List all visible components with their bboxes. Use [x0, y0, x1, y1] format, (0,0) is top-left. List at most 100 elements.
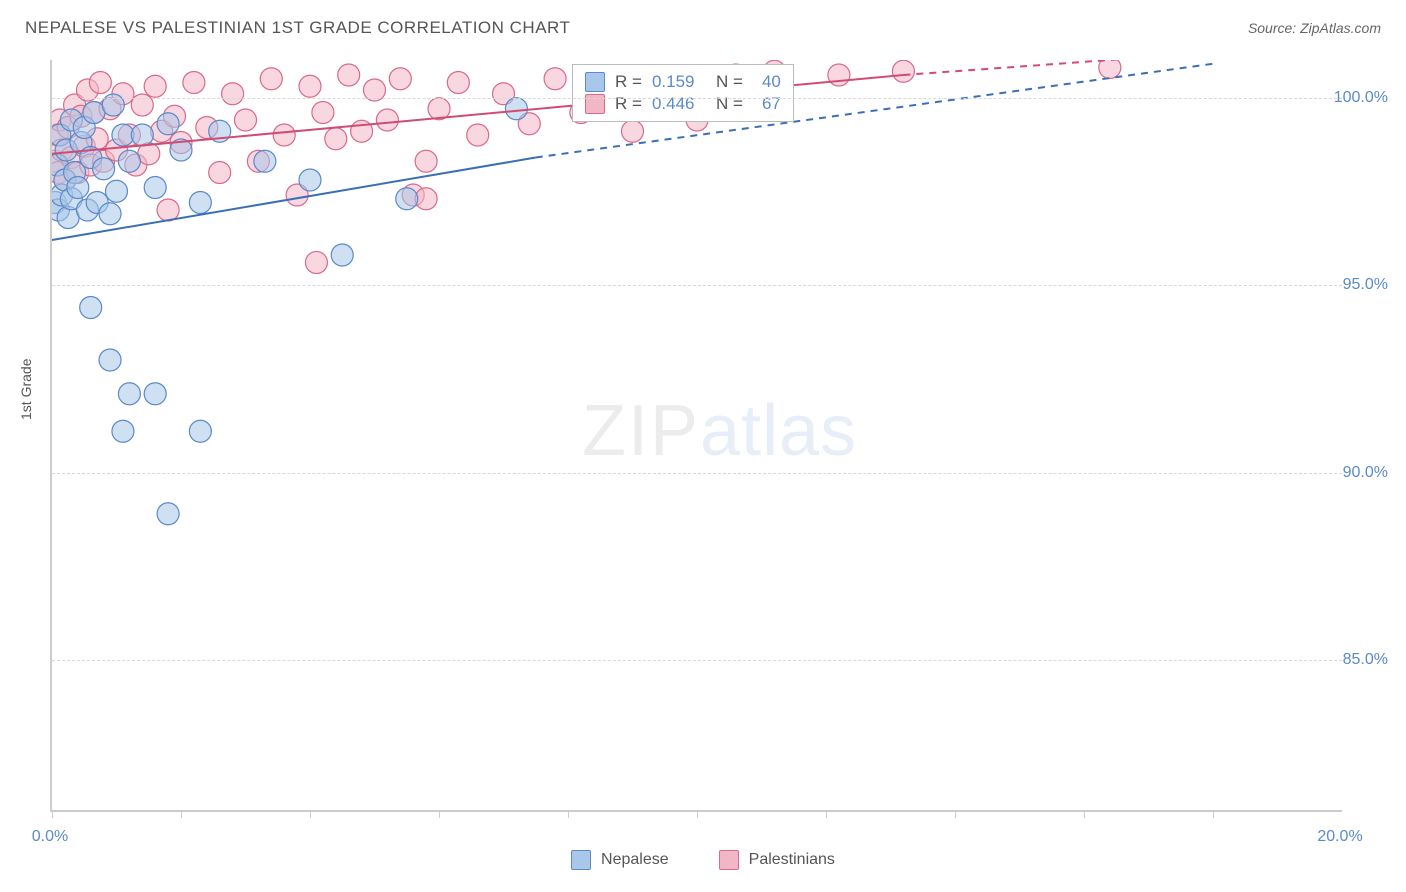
stats-row-palestinians: R = 0.446 N = 67 [585, 93, 781, 115]
data-point-nepalese [67, 177, 89, 199]
watermark-atlas: atlas [700, 391, 857, 471]
data-point-palestinians [73, 135, 95, 157]
legend-swatch-nepalese [571, 850, 591, 870]
stat-r-label: R = [615, 72, 642, 92]
data-point-palestinians [235, 109, 257, 131]
gridline-h [52, 473, 1342, 474]
data-point-nepalese [331, 244, 353, 266]
data-point-palestinians [402, 184, 424, 206]
data-point-palestinians [325, 128, 347, 150]
stat-n-value: 40 [753, 72, 781, 92]
legend-item-nepalese: Nepalese [571, 850, 669, 870]
stats-row-nepalese: R = 0.159 N = 40 [585, 71, 781, 93]
data-point-palestinians [54, 169, 76, 191]
gridline-h [52, 98, 1342, 99]
watermark-zip: ZIP [582, 391, 700, 471]
x-tick [697, 810, 698, 818]
data-point-palestinians [351, 120, 373, 142]
legend-label-nepalese: Nepalese [601, 851, 669, 869]
data-point-palestinians [196, 117, 218, 139]
data-point-palestinians [57, 117, 79, 139]
data-point-palestinians [493, 83, 515, 105]
y-axis-label: 1st Grade [18, 359, 34, 420]
data-point-nepalese [73, 117, 95, 139]
data-point-nepalese [76, 199, 98, 221]
x-tick-label-left: 0.0% [32, 828, 68, 846]
data-point-palestinians [447, 72, 469, 94]
data-point-palestinians [428, 98, 450, 120]
plot-area: ZIPatlas R = 0.159 N = 40 R = 0.446 N = … [50, 60, 1342, 812]
x-tick [568, 810, 569, 818]
data-point-palestinians [286, 184, 308, 206]
data-point-nepalese [144, 177, 166, 199]
data-point-nepalese [86, 192, 108, 214]
trend-line-nepalese [52, 158, 536, 241]
data-point-nepalese [170, 139, 192, 161]
data-point-palestinians [125, 154, 147, 176]
data-point-palestinians [376, 109, 398, 131]
data-point-palestinians [222, 83, 244, 105]
data-point-palestinians [80, 154, 102, 176]
data-point-nepalese [112, 420, 134, 442]
watermark: ZIPatlas [582, 390, 857, 472]
data-point-nepalese [99, 349, 121, 371]
y-tick-label: 85.0% [1343, 651, 1388, 669]
data-point-palestinians [144, 75, 166, 97]
x-tick [955, 810, 956, 818]
y-tick-label: 95.0% [1343, 276, 1388, 294]
y-tick-label: 90.0% [1343, 464, 1388, 482]
data-point-palestinians [83, 102, 105, 124]
data-point-palestinians [60, 147, 82, 169]
data-point-palestinians [518, 113, 540, 135]
data-point-nepalese [112, 124, 134, 146]
data-point-palestinians [273, 124, 295, 146]
data-point-palestinians [52, 139, 73, 161]
data-point-nepalese [189, 420, 211, 442]
data-point-nepalese [93, 158, 115, 180]
data-point-nepalese [209, 120, 231, 142]
data-point-palestinians [305, 252, 327, 274]
data-point-palestinians [52, 162, 69, 184]
data-point-nepalese [189, 192, 211, 214]
trend-line-palestinians-dashed [903, 60, 1213, 75]
data-point-palestinians [112, 83, 134, 105]
data-point-palestinians [67, 162, 89, 184]
data-point-nepalese [299, 169, 321, 191]
data-point-nepalese [54, 169, 76, 191]
data-point-palestinians [299, 75, 321, 97]
data-point-nepalese [144, 383, 166, 405]
data-point-nepalese [60, 109, 82, 131]
data-point-palestinians [99, 98, 121, 120]
x-tick [310, 810, 311, 818]
chart-source: Source: ZipAtlas.com [1248, 20, 1381, 36]
x-tick [52, 810, 53, 818]
x-tick [1084, 810, 1085, 818]
data-point-palestinians [151, 120, 173, 142]
stat-r-value: 0.159 [652, 72, 706, 92]
data-point-palestinians [415, 188, 437, 210]
data-point-nepalese [55, 139, 77, 161]
y-tick-label: 100.0% [1334, 89, 1388, 107]
data-point-palestinians [183, 72, 205, 94]
data-point-nepalese [52, 184, 73, 206]
data-point-nepalese [52, 192, 66, 214]
data-point-nepalese [254, 150, 276, 172]
data-point-palestinians [209, 162, 231, 184]
data-point-nepalese [52, 124, 71, 146]
data-point-nepalese [505, 98, 527, 120]
x-tick [1213, 810, 1214, 818]
data-point-palestinians [338, 64, 360, 86]
data-point-nepalese [396, 188, 418, 210]
data-point-nepalese [80, 147, 102, 169]
data-point-palestinians [52, 109, 71, 131]
data-point-nepalese [106, 180, 128, 202]
source-prefix: Source: [1248, 20, 1300, 36]
data-point-nepalese [57, 207, 79, 229]
data-point-palestinians [892, 60, 914, 82]
data-point-nepalese [52, 199, 69, 221]
data-point-palestinians [170, 132, 192, 154]
gridline-h [52, 660, 1342, 661]
data-point-nepalese [70, 132, 92, 154]
x-tick [181, 810, 182, 818]
data-point-palestinians [157, 199, 179, 221]
